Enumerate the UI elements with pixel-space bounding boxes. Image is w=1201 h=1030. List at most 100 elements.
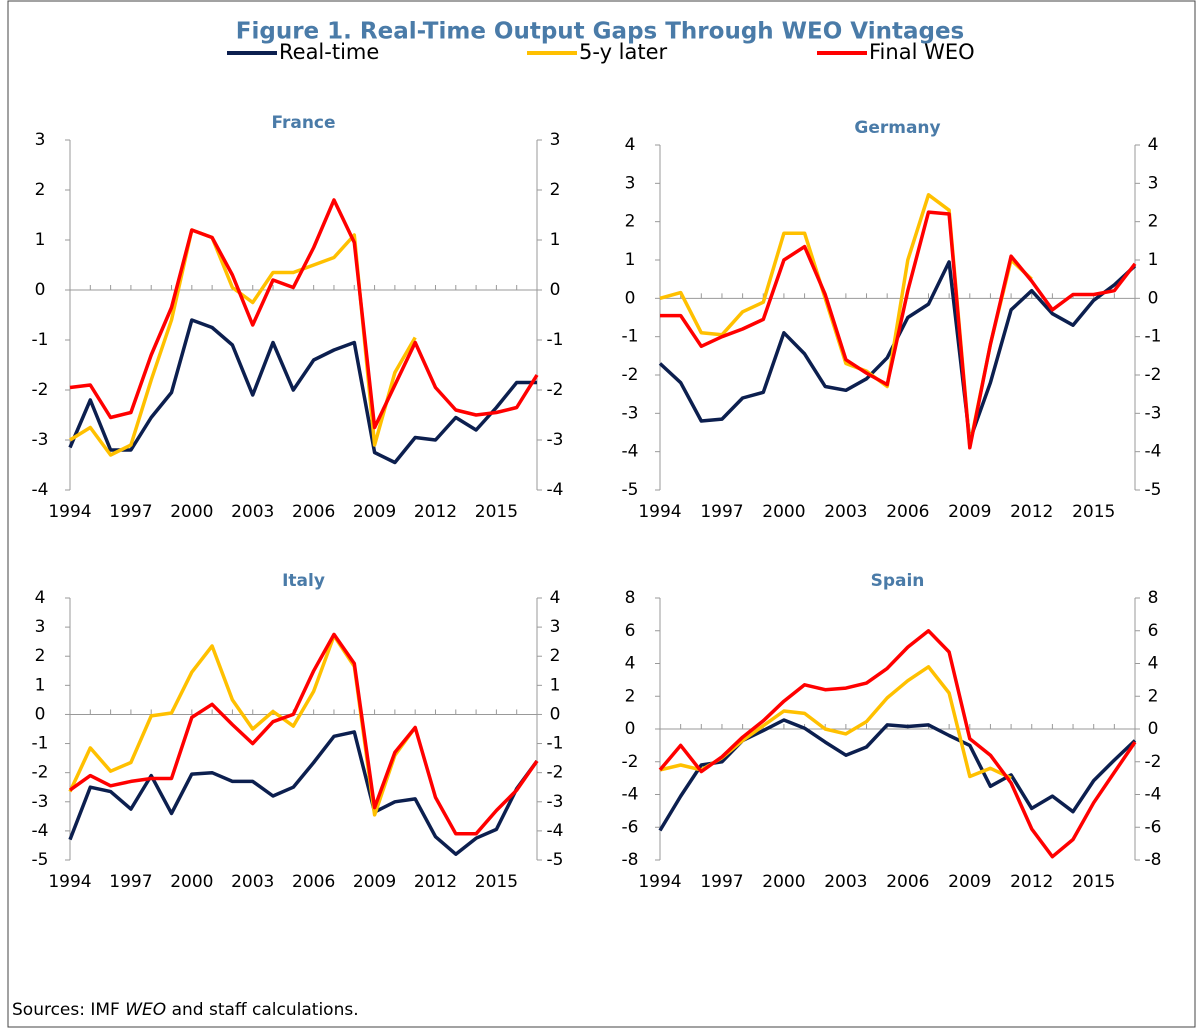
y2-tick-label: -4 [1145, 442, 1162, 462]
x-tick-label: 2009 [353, 502, 396, 522]
panel-title: Spain [871, 571, 925, 591]
y-tick-label: -1 [622, 327, 639, 347]
legend-label: 5-y later [579, 40, 668, 64]
y2-tick-label: -3 [1145, 403, 1162, 423]
x-tick-label: 2012 [1010, 872, 1053, 892]
x-tick-label: 2009 [948, 872, 991, 892]
y2-tick-label: 4 [550, 588, 561, 608]
x-tick-label: 1997 [109, 502, 152, 522]
x-tick-label: 2003 [231, 502, 274, 522]
y-tick-label: 0 [625, 288, 636, 308]
y2-tick-label: -2 [547, 380, 564, 400]
y2-tick-label: 8 [1148, 588, 1159, 608]
panel-title: Germany [854, 118, 940, 138]
x-tick-label: 2015 [1072, 872, 1115, 892]
y-tick-label: -2 [622, 365, 639, 385]
series-line [658, 718, 1137, 832]
y2-tick-label: -1 [547, 330, 564, 350]
y2-tick-label: 1 [1148, 250, 1159, 270]
y2-tick-label: 2 [550, 180, 561, 200]
x-tick-label: 2003 [824, 502, 867, 522]
series-line [68, 318, 537, 465]
x-tick-label: 2015 [1072, 502, 1115, 522]
y-tick-label: 0 [35, 704, 46, 724]
y-tick-label: -3 [32, 430, 49, 450]
y2-tick-label: -4 [1145, 785, 1162, 805]
y-tick-label: -2 [32, 380, 49, 400]
figure-title: Figure 1. Real-Time Output Gaps Through … [236, 19, 964, 45]
y-tick-label: 1 [625, 250, 636, 270]
y2-tick-label: -3 [547, 430, 564, 450]
y-tick-label: -2 [32, 763, 49, 783]
y2-tick-label: 3 [1148, 173, 1159, 193]
y-tick-label: -5 [622, 480, 639, 500]
series-line [658, 260, 1137, 442]
y-tick-label: 2 [625, 212, 636, 232]
legend-label: Final WEO [869, 40, 975, 64]
y-tick-label: 1 [35, 230, 46, 250]
y2-tick-label: -1 [1145, 327, 1162, 347]
y2-tick-label: -4 [547, 480, 564, 500]
y-tick-label: -2 [622, 752, 639, 772]
frame [7, 0, 1196, 1028]
x-tick-label: 1994 [48, 502, 91, 522]
y-tick-label: 4 [625, 135, 636, 155]
series-line [69, 228, 417, 457]
y2-tick-label: 2 [1148, 212, 1159, 232]
series-line [69, 198, 539, 430]
x-tick-label: 2000 [170, 872, 213, 892]
x-tick-label: 1997 [700, 872, 743, 892]
y-tick-label: -3 [32, 792, 49, 812]
y2-tick-label: 4 [1148, 135, 1159, 155]
y2-tick-label: 0 [1148, 288, 1159, 308]
y2-tick-label: 2 [550, 646, 561, 666]
y-tick-label: -1 [32, 734, 49, 754]
source-note: Sources: IMF WEO and staff calculations. [12, 1000, 359, 1020]
y-tick-label: 1 [35, 675, 46, 695]
x-tick-label: 2015 [475, 502, 518, 522]
y-tick-label: -4 [32, 480, 49, 500]
series-line [68, 632, 539, 836]
y2-tick-label: 3 [550, 130, 561, 150]
y-tick-label: -4 [622, 785, 639, 805]
y2-tick-label: -2 [1145, 752, 1162, 772]
y-tick-label: 3 [625, 173, 636, 193]
x-tick-label: 2006 [886, 872, 929, 892]
x-tick-label: 1994 [638, 872, 681, 892]
series-line [658, 629, 1137, 859]
y2-tick-label: -3 [547, 792, 564, 812]
y2-tick-label: -2 [547, 763, 564, 783]
y2-tick-label: -1 [547, 734, 564, 754]
x-tick-label: 2012 [1010, 502, 1053, 522]
x-tick-label: 2000 [762, 872, 805, 892]
y-tick-label: 4 [35, 588, 46, 608]
x-tick-label: 2000 [762, 502, 805, 522]
panel-title: France [271, 113, 335, 133]
x-tick-label: 2000 [170, 502, 213, 522]
y2-tick-label: -2 [1145, 365, 1162, 385]
x-tick-label: 2006 [886, 502, 929, 522]
x-tick-label: 2003 [824, 872, 867, 892]
x-tick-label: 1994 [48, 872, 91, 892]
x-tick-label: 2003 [231, 872, 274, 892]
y-tick-label: 3 [35, 130, 46, 150]
y2-tick-label: 1 [550, 675, 561, 695]
y-tick-label: -6 [622, 817, 639, 837]
y2-tick-label: -6 [1145, 817, 1162, 837]
y-tick-label: -4 [32, 821, 49, 841]
y-tick-label: -5 [32, 850, 49, 870]
x-tick-label: 1997 [109, 872, 152, 892]
x-tick-label: 2012 [414, 872, 457, 892]
y-tick-label: 6 [625, 621, 636, 641]
y2-tick-label: 4 [1148, 654, 1159, 674]
series-line [660, 210, 1137, 450]
x-tick-label: 2012 [414, 502, 457, 522]
y2-tick-label: -5 [1145, 480, 1162, 500]
source-part: WEO [125, 1000, 166, 1020]
x-tick-label: 2006 [292, 872, 335, 892]
y-tick-label: 0 [625, 719, 636, 739]
y2-tick-label: 3 [550, 617, 561, 637]
source-part: Sources: IMF [12, 1000, 125, 1020]
x-tick-label: 1997 [700, 502, 743, 522]
